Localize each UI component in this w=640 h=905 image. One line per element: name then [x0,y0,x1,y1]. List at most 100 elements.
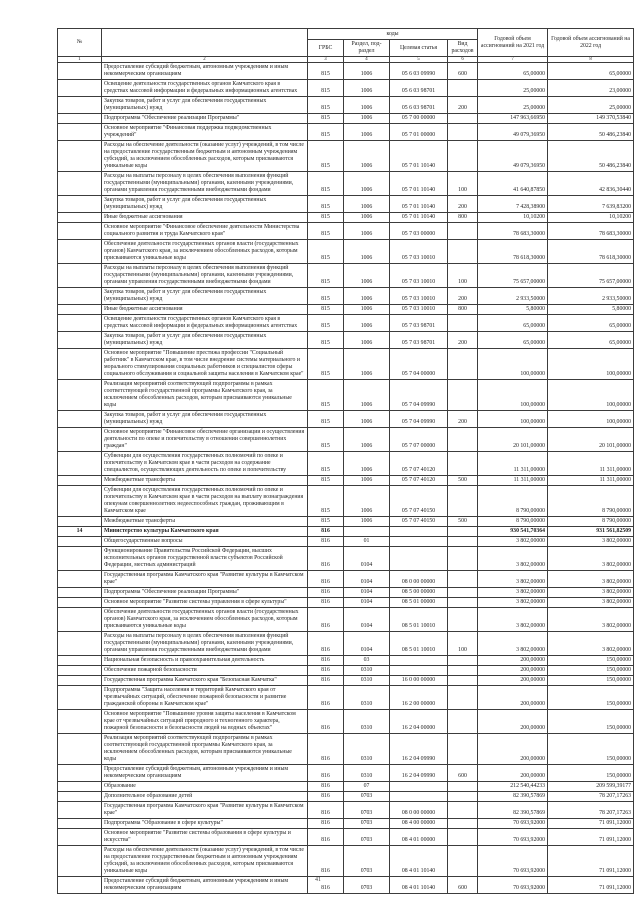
cell-y2022: 78 618,30000 [547,239,635,264]
cell-cs: 05 7 03 10010 [389,263,448,288]
cell-num [57,348,102,380]
cell-y2021: 10,10200 [477,212,549,223]
cell-num [57,818,102,829]
table-row: Государственная программа Камчатского кр… [57,801,635,819]
cell-num [57,62,102,80]
cell-y2021: 3 802,00000 [477,607,549,632]
cell-y2021: 70 693,92000 [477,845,549,877]
cell-num [57,287,102,305]
cell-y2021: 147 963,66950 [477,113,549,124]
cell-num [57,304,102,315]
table-row: Основное мероприятие "Развитие системы у… [57,597,635,608]
cell-cs: 16 2 04 00000 [389,709,448,734]
cell-vr [446,79,479,97]
cell-y2022: 71 091,12000 [547,845,635,877]
cell-rp: 03 [343,655,390,666]
cell-name: Предоставление субсидий бюджетным, автон… [101,876,308,894]
cell-name: Иные бюджетные ассигнования [101,304,308,315]
cell-name: Иные бюджетные ассигнования [101,212,308,223]
cell-num [57,113,102,124]
cell-grbs: 816 [307,733,344,765]
cell-grbs: 816 [307,597,344,608]
cell-y2022: 149 370,53840 [547,113,635,124]
cell-rp: 1006 [343,379,390,411]
cell-y2022: 65,00000 [547,331,635,349]
cell-y2021: 49 079,36950 [477,140,549,172]
cell-num [57,379,102,411]
cell-y2022: 150,00000 [547,709,635,734]
cell-name: Расходы на обеспечение деятельности (ока… [101,140,308,172]
cell-vr [446,597,479,608]
cell-y2021: 5,80000 [477,304,549,315]
cell-grbs: 816 [307,709,344,734]
cell-y2022: 100,00000 [547,410,635,428]
cell-vr [446,546,479,571]
cell-cs [389,536,448,547]
cell-num [57,733,102,765]
cell-rp: 1006 [343,212,390,223]
cell-cs: 08 4 01 10140 [389,845,448,877]
table-row: Освещение деятельности государственных о… [57,314,635,332]
cell-num [57,607,102,632]
cell-y2022: 150,00000 [547,655,635,666]
cell-cs: 05 7 03 98701 [389,331,448,349]
cell-y2022: 150,00000 [547,665,635,676]
table-row: Субвенции для осуществления государствен… [57,485,635,517]
cell-rp: 01 [343,536,390,547]
cell-num [57,410,102,428]
cell-name: Основное мероприятие "Финансовое обеспеч… [101,222,308,240]
cell-rp: 0104 [343,607,390,632]
cell-grbs: 815 [307,304,344,315]
cell-name: Субвенции для осуществления государствен… [101,451,308,476]
cell-y2021: 82 390,57869 [477,791,549,802]
cell-name: Закупка товаров, работ и услуг для обесп… [101,96,308,114]
cell-y2022: 7 639,83200 [547,195,635,213]
cell-name: Обеспечение деятельности государственных… [101,607,308,632]
cell-y2021: 65,00000 [477,331,549,349]
cell-name: Межбюджетные трансферты [101,516,308,527]
cell-num [57,828,102,846]
cell-grbs: 816 [307,607,344,632]
cell-y2022: 3 802,00000 [547,631,635,656]
cell-rp: 1006 [343,485,390,517]
cell-rp: 0703 [343,818,390,829]
cell-grbs: 816 [307,536,344,547]
cell-vr: 100 [446,171,479,196]
cell-y2021: 100,00000 [477,348,549,380]
col-header-target-article: Целевая статья [389,39,448,57]
cell-y2022: 10,10200 [547,212,635,223]
cell-y2022: 75 657,00000 [547,263,635,288]
cell-grbs: 816 [307,818,344,829]
cell-vr [446,239,479,264]
cell-name: Подпрограмма "Обеспечение реализации Про… [101,113,308,124]
cell-y2022: 3 802,00000 [547,546,635,571]
table-header: № коды Годовой объем ассигнований на 202… [57,28,635,63]
cell-y2021: 20 101,00000 [477,427,549,452]
cell-name: Общегосударственные вопросы [101,536,308,547]
cell-cs: 05 7 03 10010 [389,287,448,305]
cell-y2022: 8 790,00000 [547,485,635,517]
cell-y2021: 8 790,00000 [477,485,549,517]
cell-rp: 0104 [343,631,390,656]
cell-y2021: 100,00000 [477,410,549,428]
cell-y2022: 11 311,00000 [547,451,635,476]
cell-grbs: 816 [307,828,344,846]
table-row: Образование 816 07 212 540,44233 209 599,391… [57,781,635,792]
cell-cs: 05 7 04 00000 [389,348,448,380]
cell-rp: 1006 [343,79,390,97]
cell-y2021: 11 311,00000 [477,475,549,486]
cell-y2022: 23,00000 [547,79,635,97]
cell-grbs: 815 [307,516,344,527]
cell-num [57,764,102,782]
cell-y2021: 200,00000 [477,665,549,676]
cell-num [57,427,102,452]
cell-num [57,263,102,288]
cell-y2021: 7 428,38900 [477,195,549,213]
cell-num [57,845,102,877]
cell-vr: 500 [446,516,479,527]
table-row: Обеспечение пожарной безопасности 816 0310… [57,665,635,676]
cell-vr [446,536,479,547]
cell-cs: 08 4 01 00000 [389,828,448,846]
cell-rp: 0703 [343,828,390,846]
table-row: 14 Министерство культуры Камчатского края… [57,526,635,537]
